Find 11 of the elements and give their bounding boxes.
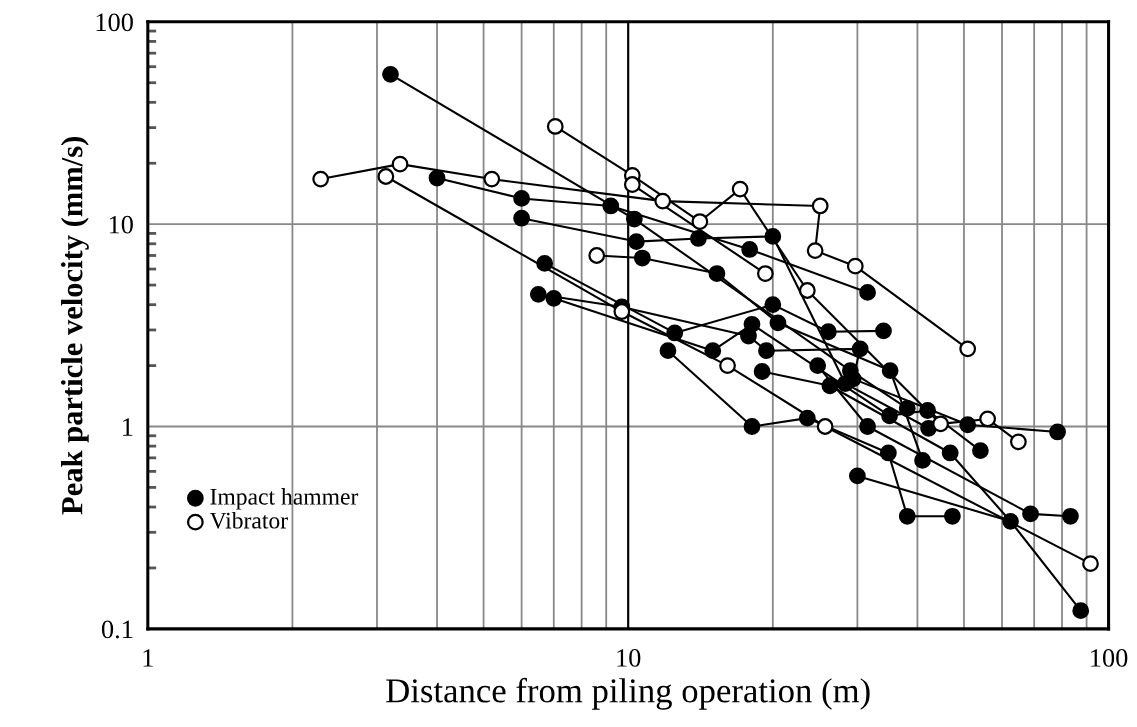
x-tick-label: 1 — [143, 649, 153, 667]
y-axis-title: Peak particle velocity (mm/s) — [60, 137, 89, 515]
legend-label: Impact hammer — [210, 488, 359, 510]
y-tick-label: 0.1 — [101, 620, 133, 639]
x-axis-title: Distance from piling operation (m) — [386, 677, 870, 710]
x-tick-label: 100 — [1091, 649, 1128, 667]
legend-label: Vibrator — [209, 512, 288, 529]
x-tick-label: 10 — [617, 649, 641, 667]
y-tick-label: 100 — [96, 13, 133, 32]
y-tick-label: 1 — [123, 418, 133, 436]
y-tick-label: 10 — [109, 215, 133, 234]
